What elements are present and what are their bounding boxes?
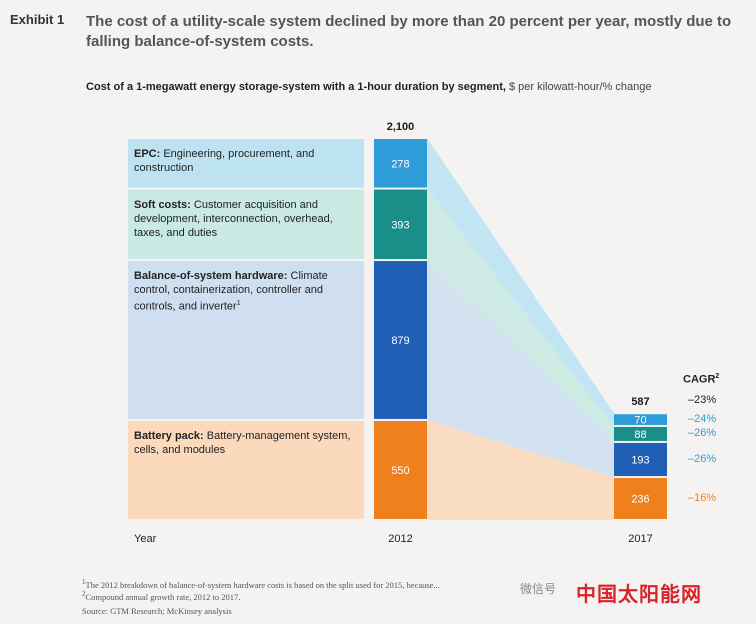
x-tick-2017: 2017 xyxy=(628,533,652,545)
bar-2017-soft xyxy=(614,426,667,441)
footnote-2-text: Compound annual growth rate, 2012 to 201… xyxy=(85,591,241,602)
cagr-battery: –16% xyxy=(688,491,717,504)
chart-subtitle: Cost of a 1-megawatt energy storage-syst… xyxy=(86,81,651,93)
bar-2017-bos xyxy=(614,442,667,477)
value-label-2017-soft: 88 xyxy=(634,429,646,441)
footnote-1-mark: 1 xyxy=(82,578,86,586)
connector-epc xyxy=(427,138,614,426)
footnote-2: 2Compound annual growth rate, 2012 to 20… xyxy=(82,590,240,602)
band-battery xyxy=(128,420,364,519)
band-epc xyxy=(128,139,364,188)
subtitle-unit: $ per kilowatt-hour/% change xyxy=(508,81,652,93)
cagr-header: CAGR2 xyxy=(683,373,719,386)
value-label-2017-epc: 70 xyxy=(634,415,646,427)
value-label-2017-bos: 193 xyxy=(631,455,649,467)
segment-label-bos-name: Balance-of-system hardware: xyxy=(134,270,288,283)
total-label-2012: 2,100 xyxy=(387,121,415,133)
segment-label-bos-text: Climate control, containerization, contr… xyxy=(134,270,328,313)
cagr-header-text: CAGR xyxy=(683,373,716,386)
footnote-1: 1The 2012 breakdown of balance-of-system… xyxy=(82,578,440,590)
segment-label-battery-text: Battery-management system, cells, and mo… xyxy=(134,429,351,456)
value-label-2012-soft: 393 xyxy=(391,219,409,231)
x-tick-2012: 2012 xyxy=(388,533,412,545)
bar-2012-epc xyxy=(374,139,427,188)
total-label-2017: 587 xyxy=(631,396,649,408)
site-watermark: 中国太阳能网 xyxy=(576,584,702,606)
band-bos xyxy=(128,261,364,419)
segment-label-bos-note: 1 xyxy=(236,300,241,308)
segment-label-soft-text: Customer acquisition and development, in… xyxy=(134,198,333,239)
footnote-1-text: The 2012 breakdown of balance-of-system … xyxy=(85,579,440,590)
segment-label-soft: Soft costs: Customer acquisition and dev… xyxy=(134,198,359,240)
value-label-2017-battery: 236 xyxy=(631,494,649,506)
cagr-epc: –24% xyxy=(688,412,717,425)
connector-bos xyxy=(427,260,614,478)
value-label-2012-epc: 278 xyxy=(391,158,409,170)
cagr-soft: –26% xyxy=(688,426,717,439)
segment-label-battery: Battery pack: Battery-management system,… xyxy=(134,429,359,457)
cagr-total: –23% xyxy=(688,394,717,407)
segment-label-epc: EPC: Engineering, procurement, and const… xyxy=(134,147,359,175)
segment-label-battery-name: Battery pack: xyxy=(134,429,204,442)
bar-2012-soft xyxy=(374,189,427,260)
chart-headline: The cost of a utility-scale system decli… xyxy=(86,13,732,50)
connector-soft xyxy=(427,188,614,442)
x-axis-label: Year xyxy=(134,533,157,545)
connector-battery xyxy=(427,419,614,520)
cagr-bos: –26% xyxy=(688,452,717,465)
segment-label-epc-text: Engineering, procurement, and constructi… xyxy=(134,148,315,174)
bar-2017-battery xyxy=(614,478,667,519)
bar-2012-battery xyxy=(374,420,427,519)
bar-2017-epc xyxy=(614,414,667,425)
wechat-watermark: 微信号 xyxy=(520,582,557,596)
source-note: Source: GTM Research; McKinsey analysis xyxy=(82,606,232,616)
footnote-2-mark: 2 xyxy=(82,590,86,598)
exhibit-label: Exhibit 1 xyxy=(10,12,65,27)
subtitle-main: Cost of a 1-megawatt energy storage-syst… xyxy=(86,81,506,93)
band-soft xyxy=(128,189,364,260)
segment-label-epc-name: EPC: xyxy=(134,148,161,160)
bar-2012-bos xyxy=(374,261,427,419)
segment-label-soft-name: Soft costs: xyxy=(134,198,191,211)
segment-label-bos: Balance-of-system hardware: Climate cont… xyxy=(134,269,359,314)
value-label-2012-battery: 550 xyxy=(391,465,409,477)
value-label-2012-bos: 879 xyxy=(391,335,409,347)
cagr-header-note: 2 xyxy=(715,373,720,380)
